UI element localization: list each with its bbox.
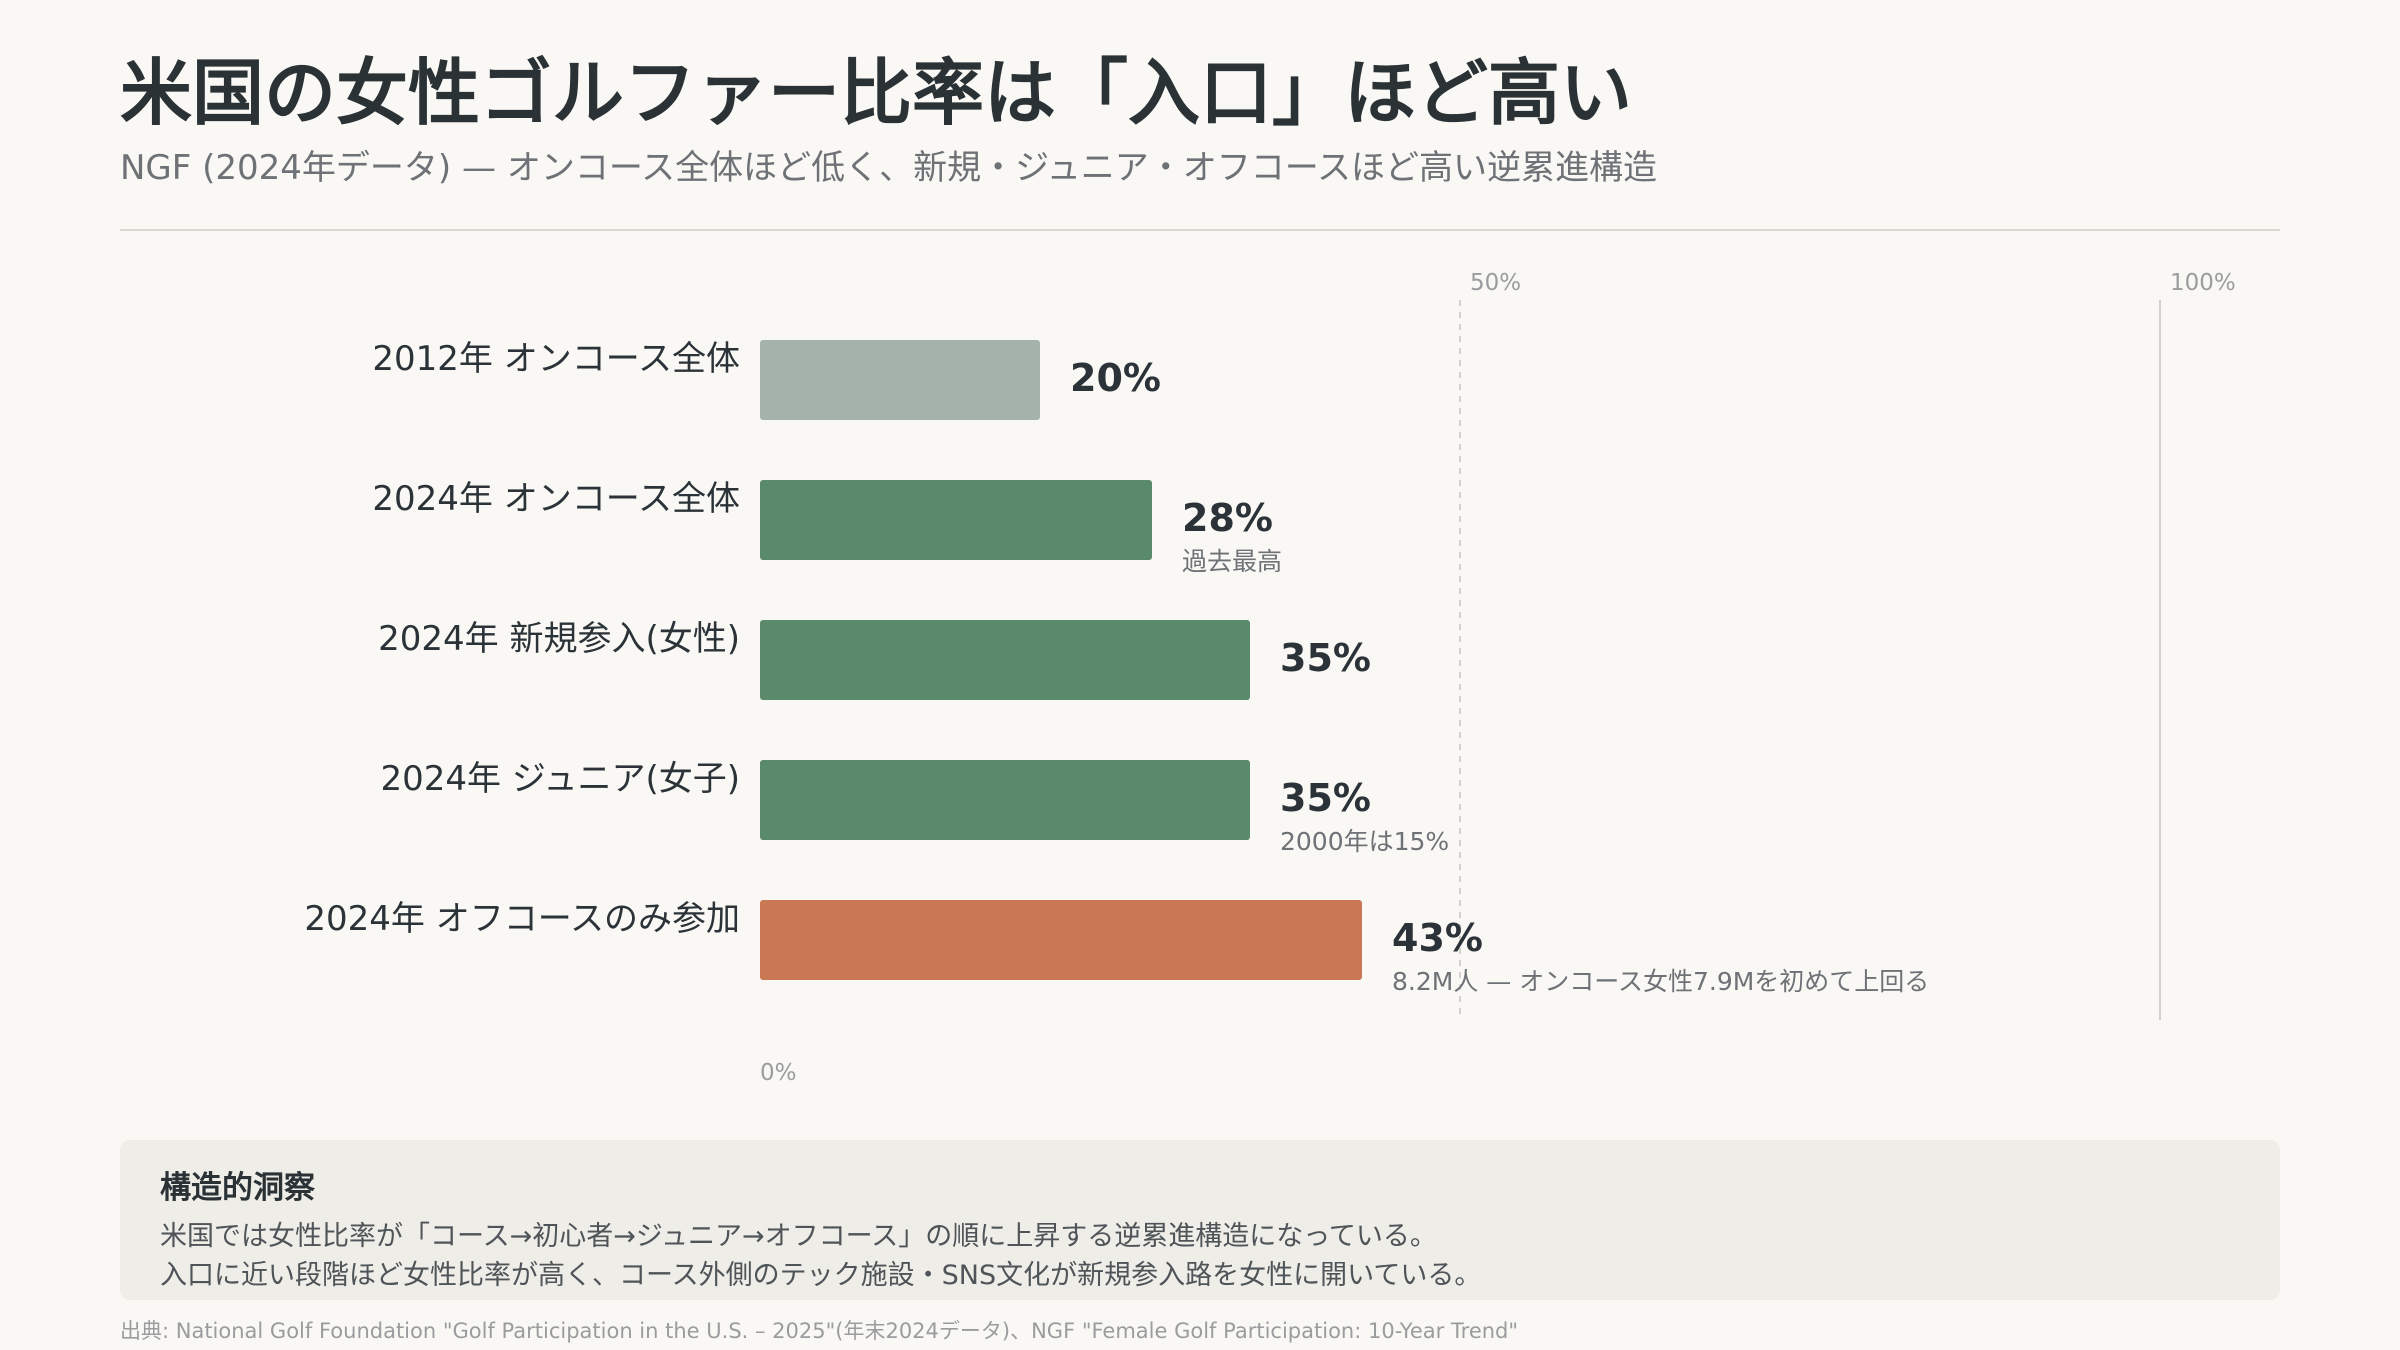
header-divider <box>120 229 2280 231</box>
page-subtitle: NGF (2024年データ) — オンコース全体ほど低く、新規・ジュニア・オフコ… <box>120 148 1658 188</box>
tick-label-50: 50% <box>1470 270 1521 296</box>
category-label-2: 2024年 オンコース全体 <box>372 479 740 519</box>
category-label-1: 2012年 オンコース全体 <box>372 339 740 379</box>
insight-heading: 構造的洞察 <box>160 1170 315 1206</box>
insight-line-2: 入口に近い段階ほど女性比率が高く、コース外側のテック施設・SNS文化が新規参入路… <box>160 1259 1482 1291</box>
category-label-4: 2024年 ジュニア(女子) <box>381 759 740 799</box>
value-label-1: 20% <box>1070 356 1161 400</box>
value-label-2: 28% <box>1182 496 1273 540</box>
value-label-4: 35% <box>1280 776 1371 820</box>
bar-3 <box>760 620 1250 700</box>
tick-label-100: 100% <box>2170 270 2236 296</box>
insight-line-1: 米国では女性比率が「コース→初心者→ジュニア→オフコース」の順に上昇する逆累進構… <box>160 1221 1437 1253</box>
bar-2 <box>760 480 1152 560</box>
value-label-5: 43% <box>1392 916 1483 960</box>
page-title: 米国の女性ゴルファー比率は「入口」ほど高い <box>120 51 1633 135</box>
category-label-3: 2024年 新規参入(女性) <box>378 619 740 659</box>
bars <box>760 340 1362 980</box>
value-label-3: 35% <box>1280 636 1371 680</box>
category-label-5: 2024年 オフコースのみ参加 <box>304 899 740 939</box>
labels: 0% 50% 100% 2012年 オンコース全体 20% 2024年 オンコース全体 28… <box>304 270 2235 1086</box>
annotation-2: 過去最高 <box>1182 547 1282 576</box>
annotation-5: 8.2M人 — オンコース女性7.9Mを初めて上回る <box>1392 967 1929 996</box>
gridlines <box>1459 300 2161 1020</box>
insight-box: 構造的洞察 米国では女性比率が「コース→初心者→ジュニア→オフコース」の順に上昇… <box>120 1140 2280 1300</box>
bar-4 <box>760 760 1250 840</box>
source-note: 出典: National Golf Foundation "Golf Parti… <box>120 1319 1519 1343</box>
tick-label-0: 0% <box>760 1060 797 1086</box>
annotation-4: 2000年は15% <box>1280 827 1449 856</box>
female-ratio-bar-chart: 0% 50% 100% 2012年 オンコース全体 20% 2024年 オンコース全体 28… <box>304 270 2235 1086</box>
bar-5 <box>760 900 1362 980</box>
bar-1 <box>760 340 1040 420</box>
